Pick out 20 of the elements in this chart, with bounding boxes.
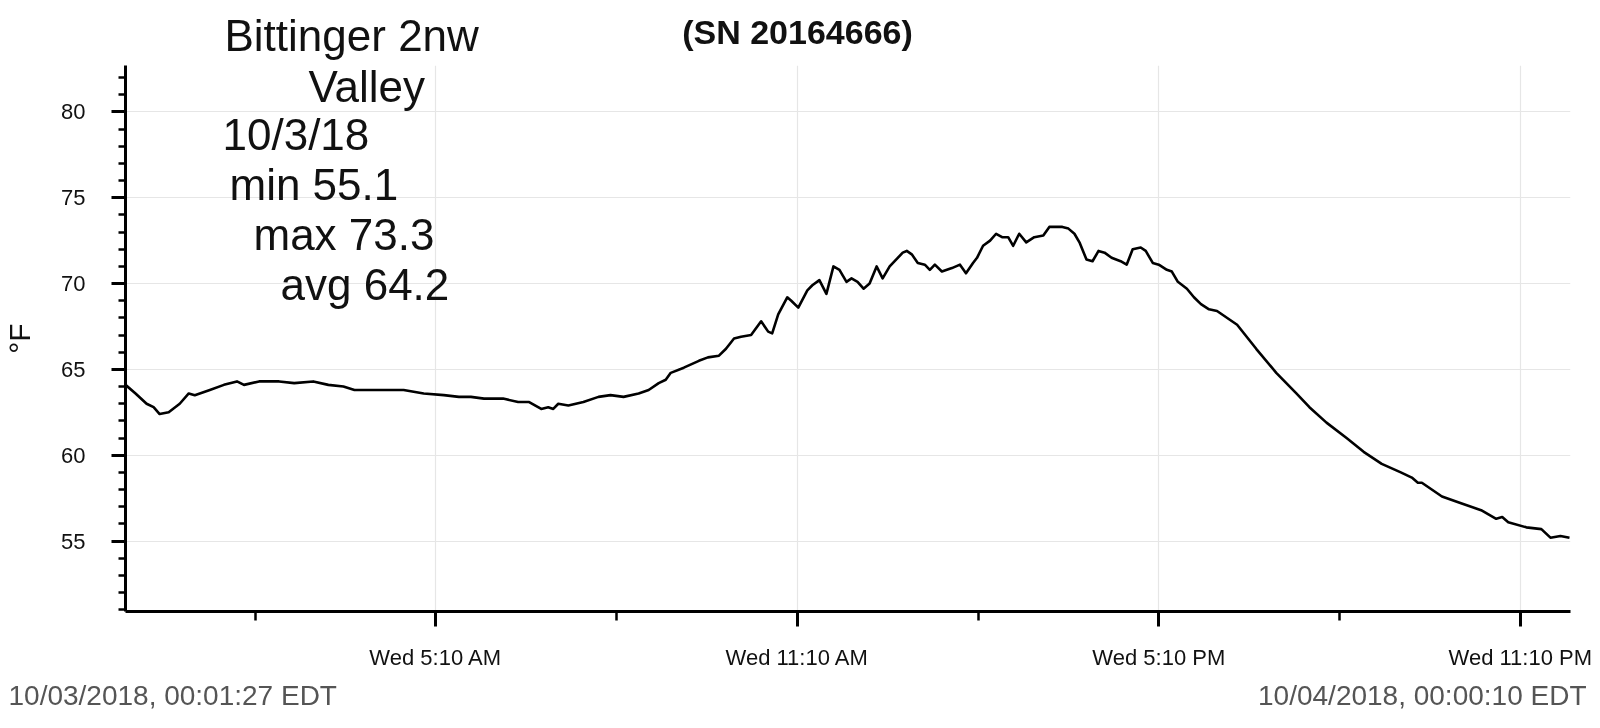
y-tick-label: 80 (61, 99, 86, 125)
annotation: max 73.3 (253, 210, 435, 259)
x-tick-label: Wed 11:10 PM (1448, 644, 1593, 670)
annotation: 10/3/18 (222, 110, 370, 159)
y-tick-label: 55 (61, 528, 86, 554)
y-tick-label: 60 (61, 442, 86, 468)
text: 10/04/2018, 00:00:10 EDT (1258, 680, 1587, 711)
x-tick-label: Wed 5:10 AM (369, 644, 502, 670)
y-tick-label: 75 (61, 185, 86, 211)
text: 10/03/2018, 00:01:27 EDT (8, 680, 337, 711)
chart-title: (SN 20164666) (682, 12, 913, 51)
y-tick-label: 70 (61, 271, 86, 297)
y-tick-label: 65 (61, 356, 86, 382)
annotation: Valley (308, 62, 426, 111)
annotation: min 55.1 (229, 160, 399, 209)
annotation: avg 64.2 (280, 260, 450, 309)
x-tick-label: Wed 11:10 AM (725, 644, 868, 670)
x-tick-label: Wed 5:10 PM (1092, 644, 1226, 670)
y-axis-title: °F (3, 323, 37, 354)
text: Bittinger 2nw (224, 11, 480, 60)
